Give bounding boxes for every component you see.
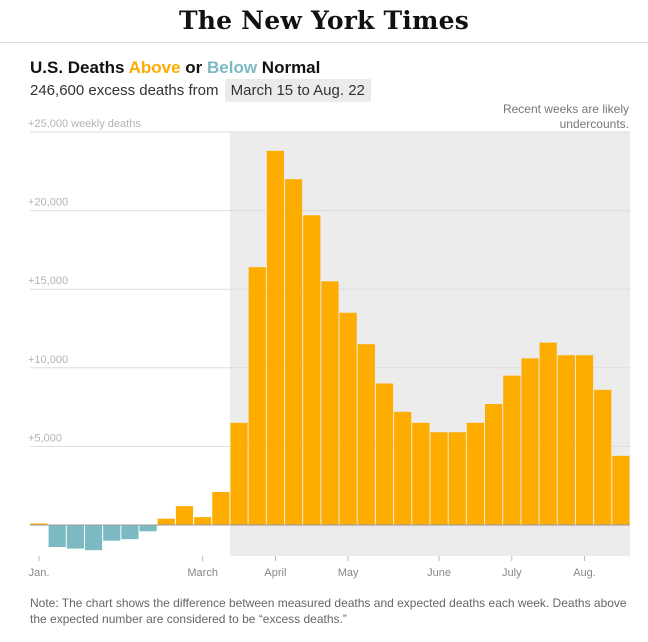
bar — [48, 525, 66, 548]
bar — [430, 432, 448, 525]
headline-above: Above — [128, 58, 181, 77]
bar — [248, 267, 266, 525]
bar — [485, 403, 503, 525]
chart-headline: U.S. Deaths Above or Below Normal — [30, 58, 320, 78]
masthead: The New York Times — [0, 0, 648, 43]
headline-middle: or — [180, 58, 207, 77]
x-tick-label: Aug. — [573, 567, 596, 579]
headline-prefix: U.S. Deaths — [30, 58, 129, 77]
y-tick-label: +15,000 — [28, 275, 68, 287]
bar — [139, 525, 157, 532]
undercount-annotation: Recent weeks are likely undercounts. — [449, 102, 629, 132]
bar — [466, 422, 485, 525]
bar — [175, 506, 194, 525]
bar — [121, 525, 139, 540]
bar — [230, 422, 248, 525]
y-tick-label: +20,000 — [28, 197, 68, 209]
bar — [84, 525, 103, 551]
bar — [612, 455, 630, 525]
bar — [448, 432, 466, 525]
bar — [557, 355, 575, 525]
y-tick-label: +10,000 — [28, 354, 68, 366]
bar — [412, 422, 430, 525]
chart-subhead: 246,600 excess deaths from March 15 to A… — [30, 79, 371, 102]
subhead-text: 246,600 excess deaths from — [30, 82, 223, 99]
bar — [194, 517, 212, 525]
bar — [394, 411, 412, 525]
bar — [30, 523, 48, 525]
x-tick-label: July — [502, 567, 522, 579]
bar — [157, 518, 175, 525]
bar — [103, 525, 121, 541]
headline-suffix: Normal — [257, 58, 321, 77]
x-tick-label: June — [427, 567, 451, 579]
bar — [594, 389, 612, 525]
annotation-line-1: Recent weeks are likely — [502, 102, 629, 116]
x-tick-label: May — [338, 567, 359, 579]
chart-note: Note: The chart shows the difference bet… — [30, 596, 627, 626]
nyt-logo[interactable]: The New York Times — [178, 6, 470, 35]
y-tick-label: +5,000 — [28, 432, 62, 444]
x-tick-label: Jan. — [29, 567, 50, 579]
bar — [375, 383, 394, 525]
date-range-badge: March 15 to Aug. 22 — [224, 79, 371, 102]
bar — [66, 525, 84, 549]
x-tick-label: April — [264, 567, 286, 579]
bar — [266, 150, 284, 525]
bar — [575, 355, 594, 525]
headline-below: Below — [207, 58, 258, 77]
bar — [339, 312, 357, 525]
bar — [539, 342, 557, 525]
bar — [357, 344, 375, 525]
excess-deaths-chart: +25,000 weekly deaths +20,000 +15,000 +10,0… — [28, 118, 630, 579]
bar — [321, 281, 339, 525]
bar — [212, 491, 230, 525]
bar — [521, 358, 539, 525]
annotation-line-2: undercounts. — [559, 117, 629, 131]
bar — [503, 375, 521, 525]
bar — [284, 179, 303, 525]
bar — [303, 215, 321, 526]
y-tick-label: +25,000 weekly deaths — [28, 118, 141, 130]
x-tick-label: March — [187, 567, 218, 579]
